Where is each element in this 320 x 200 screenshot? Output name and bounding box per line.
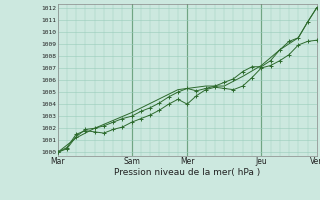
X-axis label: Pression niveau de la mer( hPa ): Pression niveau de la mer( hPa )	[114, 168, 260, 177]
